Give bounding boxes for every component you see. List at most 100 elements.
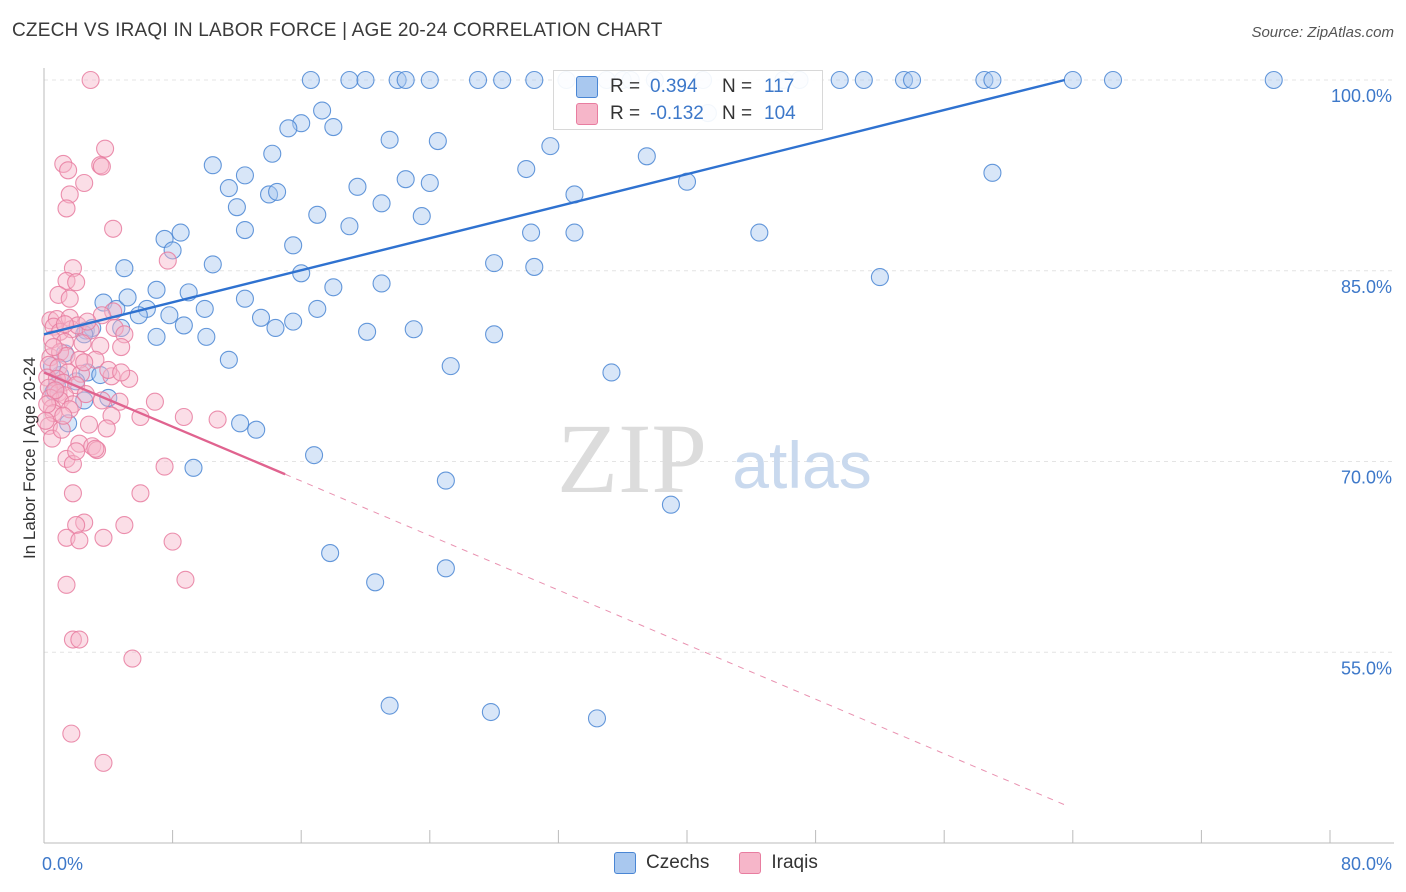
- czechs-point: [412, 207, 431, 226]
- iraqis-point: [115, 516, 134, 535]
- czechs-point: [372, 194, 391, 213]
- czechs-point: [266, 318, 285, 338]
- czechs-point: [1264, 70, 1283, 90]
- czechs-point: [301, 70, 320, 90]
- czechs-point: [525, 257, 544, 276]
- x-tick-label: 80.0%: [1341, 854, 1392, 874]
- czechs-point: [396, 70, 415, 90]
- iraqis-point: [86, 439, 105, 458]
- czechs-point: [380, 130, 399, 149]
- iraqis-point: [60, 289, 79, 308]
- czechs-r-value: 0.394: [650, 76, 698, 97]
- n-label: N =: [722, 76, 753, 97]
- czechs-point: [219, 179, 238, 198]
- czechs-point: [308, 205, 327, 224]
- iraqis-point: [91, 336, 110, 355]
- iraqis-point: [54, 406, 73, 425]
- czechs-point: [358, 322, 377, 341]
- iraqis-point: [70, 531, 89, 550]
- iraqis-swatch: [576, 103, 598, 125]
- czechs-legend-swatch: [614, 852, 636, 874]
- czechs-point: [854, 70, 873, 90]
- iraqis-point: [131, 484, 150, 503]
- iraqis-point: [46, 381, 65, 400]
- czechs-point: [268, 182, 287, 201]
- czechs-point: [493, 70, 512, 90]
- czechs-point: [485, 325, 504, 344]
- czechs-point: [263, 144, 282, 163]
- czechs-point: [541, 137, 560, 156]
- iraqis-point: [174, 407, 193, 427]
- czechs-point: [661, 495, 680, 514]
- czechs-point: [203, 156, 222, 175]
- n-label: N =: [722, 103, 753, 124]
- y-tick-label: 85.0%: [1341, 277, 1392, 297]
- iraqis-point: [67, 442, 86, 461]
- czechs-point: [830, 70, 849, 90]
- iraqis-point: [44, 337, 63, 357]
- czechs-point: [468, 70, 488, 90]
- czechs-point: [321, 544, 340, 563]
- iraqis-point: [49, 285, 68, 304]
- czechs-point: [983, 163, 1002, 182]
- czechs-point: [428, 131, 447, 151]
- czechs-point: [481, 702, 500, 722]
- y-tick-label: 100.0%: [1331, 86, 1392, 106]
- iraqis-point: [112, 337, 131, 357]
- czechs-point: [313, 101, 332, 120]
- iraqis-legend-swatch: [739, 852, 762, 874]
- czechs-point: [118, 288, 137, 307]
- czechs-point: [184, 458, 203, 477]
- czechs-n-value: 117: [764, 76, 795, 97]
- r-label: R =: [610, 103, 641, 124]
- iraqis-point: [52, 420, 71, 439]
- czechs-point: [420, 173, 439, 193]
- iraqis-point: [55, 332, 74, 352]
- iraqis-point: [70, 350, 89, 369]
- czechs-point: [602, 363, 621, 382]
- czechs-point: [396, 170, 415, 189]
- czechs-point: [436, 559, 455, 578]
- iraqis-trend-line: [43, 371, 286, 476]
- czechs-point: [348, 177, 367, 196]
- czechs-point: [1063, 70, 1082, 90]
- y-axis-label: In Labor Force | Age 20-24: [20, 357, 39, 559]
- iraqis-point: [97, 419, 116, 438]
- iraqis-point: [75, 173, 94, 193]
- czechs-swatch: [576, 76, 598, 98]
- czechs-point: [1103, 70, 1123, 90]
- czechs-point: [247, 420, 266, 439]
- iraqis-point: [112, 363, 131, 382]
- iraqis-points: [36, 70, 227, 772]
- czechs-point: [75, 391, 94, 410]
- czechs-point: [235, 289, 254, 308]
- czechs-point: [565, 223, 584, 242]
- czechs-point: [171, 223, 190, 242]
- czechs-point: [420, 70, 439, 90]
- czechs-trend-line: [43, 78, 1066, 336]
- iraqis-point: [59, 161, 78, 180]
- iraqis-point: [94, 753, 113, 772]
- czechs-point: [163, 241, 182, 260]
- iraqis-trend-extension: [284, 473, 1065, 806]
- czechs-point: [340, 217, 359, 236]
- czechs-point: [197, 327, 216, 346]
- czechs-legend-label: Czechs: [646, 852, 710, 873]
- czechs-point: [231, 414, 250, 433]
- iraqis-point: [60, 185, 79, 204]
- iraqis-point: [94, 528, 113, 547]
- czechs-point: [305, 446, 324, 465]
- source-credit: Source: ZipAtlas.com: [1251, 24, 1394, 41]
- iraqis-point: [208, 410, 227, 429]
- tick-labels: 100.0% 85.0% 70.0% 55.0% 0.0% 80.0%: [42, 86, 1392, 874]
- trend-lines: [43, 78, 1066, 806]
- czechs-point: [235, 221, 254, 240]
- czechs-point: [174, 316, 193, 335]
- czechs-point: [441, 357, 460, 376]
- czechs-point: [525, 70, 544, 90]
- czechs-point: [284, 236, 303, 255]
- czechs-point: [983, 70, 1002, 90]
- czechs-points: [42, 70, 1283, 728]
- iraqis-point: [92, 157, 111, 176]
